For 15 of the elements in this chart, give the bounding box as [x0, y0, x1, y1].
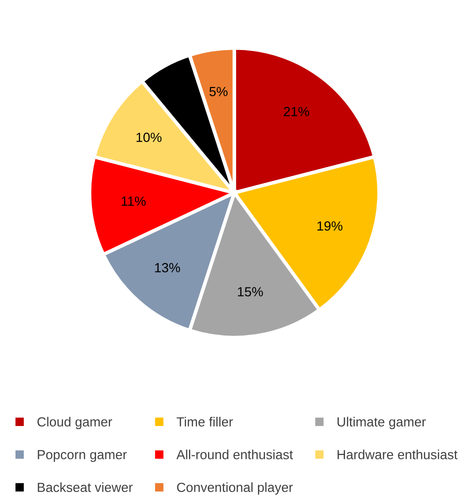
legend-label: Hardware enthusiast	[338, 450, 458, 460]
legend-label: Cloud gamer	[37, 416, 112, 430]
data-label: 15%	[238, 287, 263, 296]
legend-label: Conventional player	[177, 482, 293, 495]
data-label: 10%	[136, 132, 162, 142]
legend-label: Backseat viewer	[38, 482, 133, 492]
data-label: 13%	[155, 262, 180, 272]
legend-label: Ultimate gamer	[338, 416, 426, 430]
data-label: 21%	[284, 106, 310, 116]
data-label: 11%	[122, 196, 146, 206]
legend-label: Time filler	[176, 416, 233, 427]
legend-label: Popcorn gamer	[38, 450, 127, 462]
data-label: 19%	[317, 221, 342, 231]
legend-label: All-round enthusiast	[176, 450, 293, 460]
data-label: 5%	[209, 86, 228, 96]
